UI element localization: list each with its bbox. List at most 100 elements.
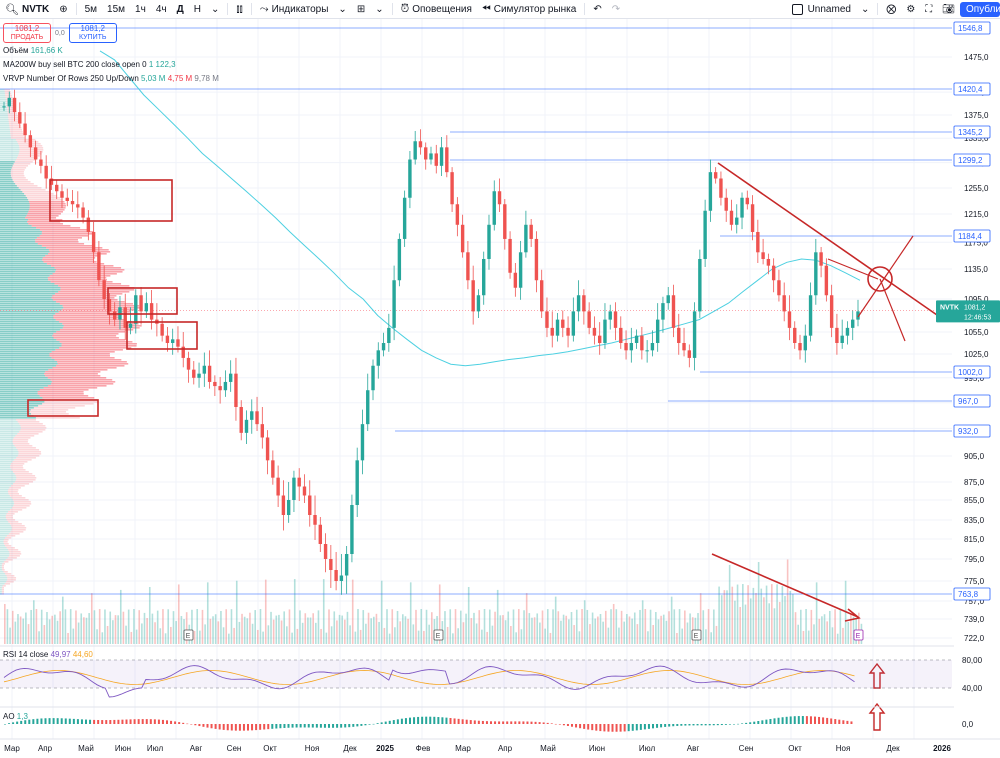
vrvp-up-bar xyxy=(0,377,48,379)
ao-bar xyxy=(530,721,533,724)
snapshot-button[interactable]: 📷︎ xyxy=(937,0,960,19)
level-price-badge xyxy=(953,365,991,379)
vrvp-down-bar xyxy=(60,289,135,291)
vrvp-up-bar xyxy=(0,159,16,161)
undo-button[interactable]: ↶ xyxy=(588,0,606,19)
vrvp-up-bar xyxy=(0,127,10,129)
time-tick-label: Дек xyxy=(886,744,900,753)
interval-day[interactable]: Д xyxy=(176,3,184,15)
layout-name-button[interactable]: Unnamed xyxy=(787,0,856,19)
quick-search-icon: ⨂ xyxy=(886,3,897,15)
candle-body xyxy=(12,97,17,113)
candle-body xyxy=(729,210,734,225)
interval-15m[interactable]: 15м xyxy=(107,3,126,15)
user-drawings[interactable] xyxy=(27,162,938,731)
vrvp-up-bar xyxy=(0,441,13,443)
compare-button[interactable]: ⊕ xyxy=(54,0,72,19)
volume-bars xyxy=(4,559,863,644)
buy-button[interactable]: 1081,2 КУПИТЬ xyxy=(68,23,117,43)
price-axis[interactable]: 1475,01415,01375,01335,01295,01255,01215… xyxy=(936,19,1000,739)
interval-dropdown[interactable]: ⌄ xyxy=(206,0,224,19)
candle-body xyxy=(671,295,676,328)
vrvp-down-bar xyxy=(3,539,9,541)
grid-lines xyxy=(0,19,952,739)
vrvp-down-bar xyxy=(45,375,101,377)
vrvp-up-bar xyxy=(0,135,11,137)
plus-circle-icon: ⊕ xyxy=(59,3,68,15)
layout-dropdown[interactable]: ⌄ xyxy=(856,0,874,19)
vrvp-down-bar xyxy=(20,427,47,429)
ao-bar xyxy=(149,719,152,724)
interval-1h[interactable]: 1ч xyxy=(135,3,146,15)
volume-bar xyxy=(565,615,568,644)
vrvp-up-bar xyxy=(0,465,11,467)
candle-body xyxy=(76,204,80,208)
volume-bar xyxy=(338,614,341,644)
vrvp-down-bar xyxy=(51,297,115,299)
publish-button[interactable]: Опублико xyxy=(960,1,1000,17)
vrvp-down-bar xyxy=(51,381,116,383)
candle-body xyxy=(202,365,207,374)
volume-bar xyxy=(536,613,539,644)
time-axis[interactable]: Мар Апр Май Июн Июл Авг Сен Окт Ноя Дек 2025 Фев Мар… xyxy=(0,738,1000,753)
vrvp-down-bar xyxy=(48,279,107,281)
layouts-dropdown[interactable]: ⌄ xyxy=(370,0,388,19)
vrvp-up-bar xyxy=(0,413,31,415)
ao-bar xyxy=(348,724,351,728)
vrvp-up-bar xyxy=(0,345,62,347)
indicators-button[interactable]: ⤳ Индикаторы xyxy=(255,0,334,19)
volume-bar xyxy=(633,612,636,644)
volume-bar xyxy=(531,617,533,644)
rsi-legend[interactable]: RSI 14 close 49,97 44,60 xyxy=(3,650,93,659)
interval-week[interactable]: Н xyxy=(193,3,201,15)
replay-button[interactable]: ⏪︎ Симулятор рынка xyxy=(477,0,581,19)
vrvp-up-bar xyxy=(0,309,62,311)
volume-bar xyxy=(810,609,813,644)
ma-legend[interactable]: MA200W buy sell BTC 200 close open 0 1 1… xyxy=(3,58,219,71)
ao-bar xyxy=(765,719,768,724)
volume-bar xyxy=(686,622,689,644)
vrvp-up-bar xyxy=(0,513,7,515)
vrvp-up-bar xyxy=(0,175,11,177)
ao-bar xyxy=(105,720,108,724)
vrvp-legend[interactable]: VRVP Number Of Rows 250 Up/Down 5,03 M 4… xyxy=(3,72,219,85)
vrvp-up-bar xyxy=(0,565,2,567)
volume-bar xyxy=(641,600,644,644)
symbol-search[interactable]: 🔍︎ NVTK xyxy=(0,0,54,19)
interval-4h[interactable]: 4ч xyxy=(155,3,167,15)
candle-body xyxy=(18,112,22,124)
volume-bar xyxy=(272,619,275,644)
volume-bar xyxy=(357,609,359,644)
interval-5m[interactable]: 5м xyxy=(84,3,98,15)
chart-type-button[interactable]: ⫾⫾ xyxy=(231,0,247,19)
quick-search-button[interactable]: ⨂ xyxy=(881,0,901,19)
vrvp-down-bar xyxy=(25,217,57,219)
alerts-button[interactable]: ⏰︎ Оповещения xyxy=(396,0,477,19)
fullscreen-button[interactable]: ⛶ xyxy=(920,0,937,19)
redo-button[interactable]: ↷ xyxy=(607,0,625,19)
ao-bar xyxy=(449,718,452,724)
candle-body xyxy=(397,238,402,281)
ao-bar xyxy=(818,716,821,724)
indicators-dropdown[interactable]: ⌄ xyxy=(333,0,351,19)
volume-legend[interactable]: Объём 161,66 K xyxy=(3,44,219,57)
vrvp-down-bar xyxy=(9,495,22,497)
ao-bar xyxy=(64,718,67,724)
layouts-button[interactable]: ⊞ xyxy=(352,0,370,19)
sell-button[interactable]: 1081,2 ПРОДАТЬ xyxy=(3,23,51,43)
volume-bar xyxy=(404,616,407,644)
ao-bar xyxy=(700,724,703,726)
volume-bar xyxy=(48,619,51,644)
vrvp-down-bar xyxy=(9,129,22,131)
vrvp-up-bar xyxy=(0,329,60,331)
settings-button[interactable]: ⚙︎ xyxy=(901,0,920,19)
volume-bar xyxy=(813,624,815,644)
ao-legend[interactable]: AO 1,3 xyxy=(3,712,28,721)
ao-bar xyxy=(571,724,573,727)
level-price-badge xyxy=(953,125,991,139)
vrvp-down-bar xyxy=(56,365,125,367)
level-price-badge xyxy=(953,153,991,167)
candle-body xyxy=(745,197,749,205)
